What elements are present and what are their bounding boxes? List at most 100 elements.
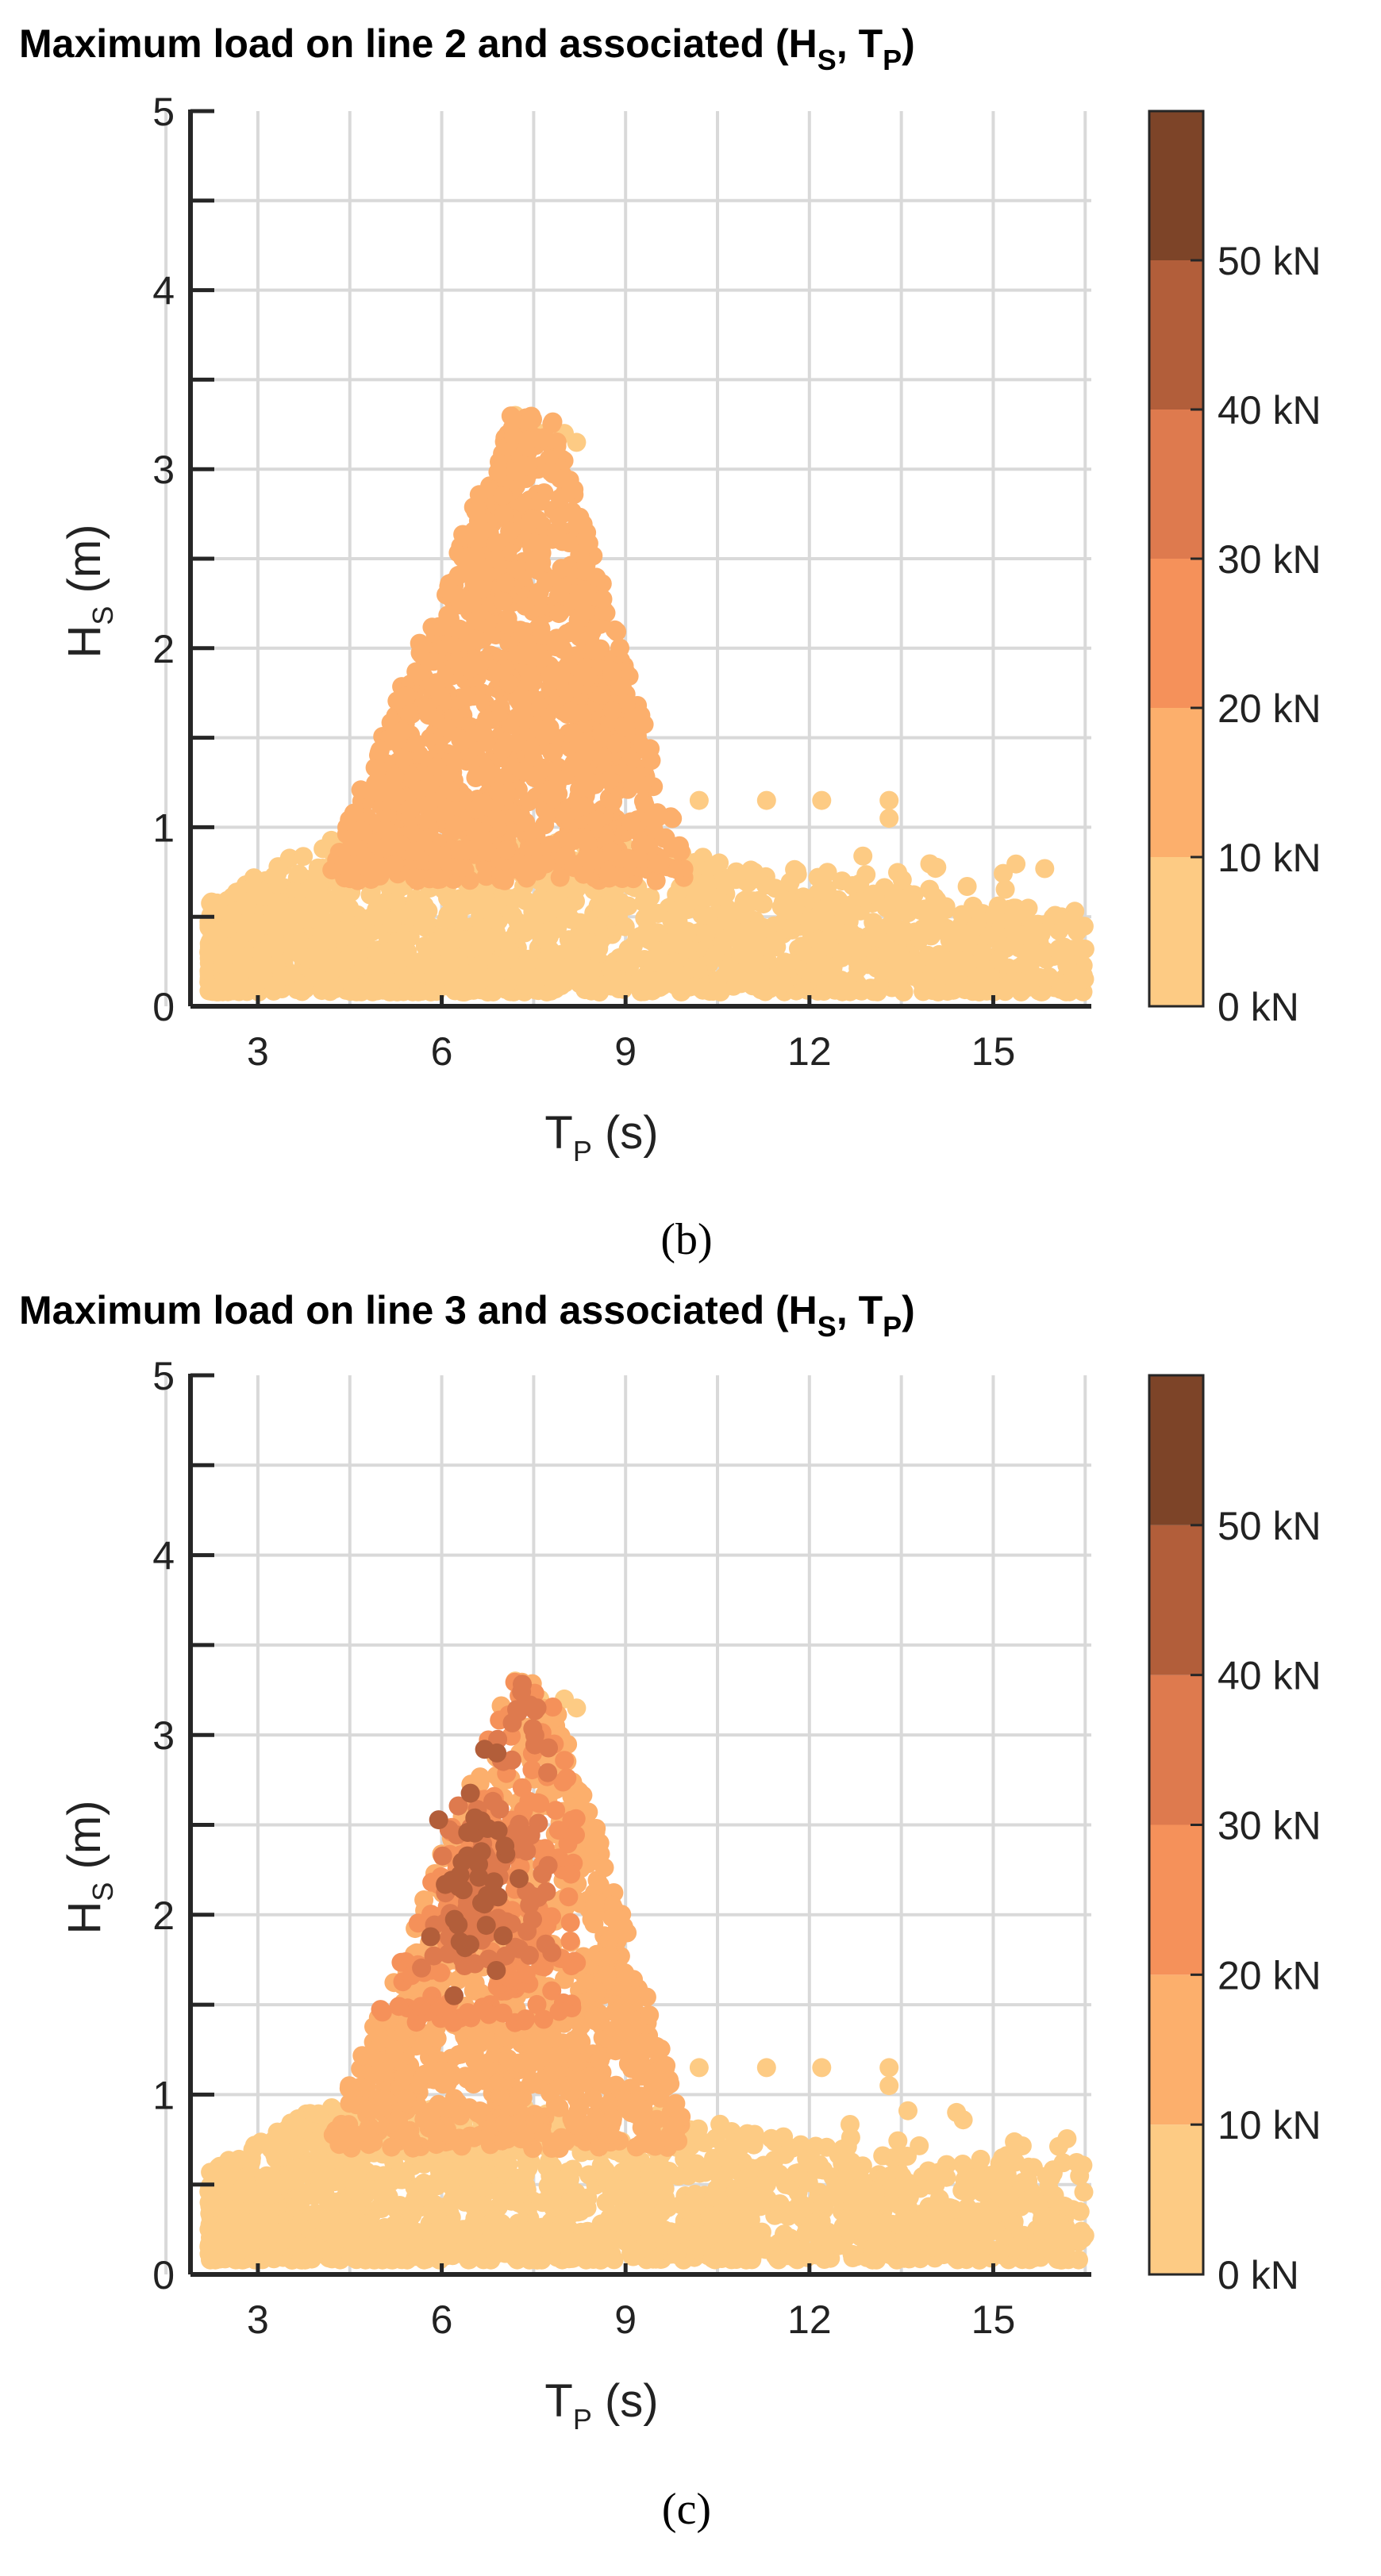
data-point bbox=[201, 2184, 221, 2204]
data-point bbox=[276, 2227, 296, 2247]
data-point bbox=[322, 2249, 342, 2269]
data-point bbox=[528, 510, 548, 529]
data-point bbox=[731, 974, 751, 994]
y-tick-label: 0 bbox=[152, 985, 175, 1029]
data-point bbox=[213, 954, 233, 974]
data-point bbox=[586, 935, 606, 955]
data-point bbox=[405, 868, 425, 888]
data-point bbox=[879, 809, 899, 829]
data-point bbox=[385, 854, 405, 874]
data-point bbox=[1074, 2182, 1094, 2202]
data-point bbox=[810, 2155, 829, 2174]
data-point bbox=[610, 867, 630, 887]
data-point bbox=[524, 913, 544, 932]
data-point bbox=[576, 848, 596, 867]
x-tick-label: 12 bbox=[787, 1029, 832, 1074]
data-point bbox=[241, 2148, 261, 2168]
data-point bbox=[499, 674, 519, 694]
data-point bbox=[783, 2138, 802, 2158]
data-point bbox=[514, 646, 534, 666]
colorbar-tick-label: 30 kN bbox=[1218, 537, 1321, 582]
data-point bbox=[603, 792, 623, 811]
data-point bbox=[1028, 2193, 1048, 2213]
data-point bbox=[329, 2168, 348, 2188]
data-point bbox=[530, 967, 550, 986]
y-tick-label: 2 bbox=[152, 627, 175, 671]
data-point bbox=[1006, 854, 1026, 874]
data-point bbox=[445, 815, 465, 835]
data-point bbox=[448, 2161, 467, 2181]
data-point bbox=[1035, 859, 1055, 879]
data-point bbox=[494, 871, 514, 890]
data-point bbox=[888, 2131, 908, 2151]
data-point bbox=[518, 456, 538, 476]
data-point bbox=[619, 764, 639, 784]
data-point bbox=[351, 780, 371, 800]
data-point bbox=[370, 740, 390, 760]
data-point bbox=[576, 556, 596, 575]
data-point bbox=[437, 718, 457, 738]
colorbar-segment bbox=[1149, 857, 1203, 1006]
chart-title: Maximum load on line 2 and associated (H… bbox=[19, 21, 915, 76]
data-point bbox=[567, 433, 587, 452]
data-point bbox=[705, 945, 725, 965]
data-point bbox=[280, 902, 300, 922]
data-point bbox=[694, 2133, 714, 2153]
colorbar-segment bbox=[1149, 260, 1203, 409]
data-point bbox=[371, 2199, 391, 2218]
data-point bbox=[347, 2200, 366, 2220]
data-point bbox=[560, 2232, 580, 2251]
data-point bbox=[290, 943, 309, 963]
data-point bbox=[309, 2104, 329, 2124]
data-point bbox=[1067, 921, 1087, 941]
data-point bbox=[897, 2202, 917, 2222]
data-point bbox=[382, 913, 402, 933]
data-point bbox=[890, 952, 910, 972]
data-point bbox=[593, 976, 613, 995]
data-point bbox=[648, 2172, 668, 2192]
data-point bbox=[280, 2170, 300, 2190]
data-point bbox=[467, 766, 487, 786]
data-point bbox=[457, 840, 477, 859]
data-point bbox=[488, 462, 508, 482]
data-point bbox=[833, 2217, 853, 2236]
data-point bbox=[380, 979, 400, 999]
data-point bbox=[650, 942, 670, 962]
data-point bbox=[1033, 944, 1052, 964]
data-point bbox=[887, 889, 907, 909]
data-point bbox=[648, 854, 668, 874]
data-point bbox=[456, 894, 475, 913]
data-point bbox=[850, 2183, 870, 2203]
data-point bbox=[848, 2201, 867, 2221]
data-point bbox=[710, 2114, 730, 2134]
data-point bbox=[1069, 937, 1088, 957]
data-point bbox=[404, 898, 424, 918]
data-point bbox=[396, 2162, 416, 2182]
data-point bbox=[456, 686, 476, 706]
colorbar-segment bbox=[1149, 559, 1203, 708]
data-point bbox=[409, 780, 429, 800]
data-point bbox=[929, 982, 948, 1002]
data-point bbox=[832, 948, 852, 967]
data-point bbox=[744, 862, 764, 882]
data-point bbox=[329, 921, 348, 941]
data-point bbox=[307, 2135, 327, 2155]
data-point bbox=[841, 2128, 860, 2147]
data-point bbox=[848, 959, 868, 978]
data-point bbox=[561, 909, 581, 929]
data-point bbox=[687, 2236, 707, 2256]
data-point bbox=[528, 428, 548, 448]
data-point bbox=[898, 2101, 917, 2120]
data-point bbox=[754, 2183, 774, 2203]
data-point bbox=[718, 959, 738, 978]
data-point bbox=[910, 900, 930, 920]
data-point bbox=[682, 2153, 702, 2173]
data-point bbox=[430, 2245, 450, 2264]
data-point bbox=[460, 2239, 479, 2259]
data-point bbox=[566, 2183, 586, 2202]
data-point bbox=[769, 2164, 789, 2184]
data-point bbox=[430, 869, 450, 889]
data-point bbox=[453, 857, 473, 877]
data-point bbox=[669, 899, 689, 919]
data-point bbox=[469, 485, 489, 505]
